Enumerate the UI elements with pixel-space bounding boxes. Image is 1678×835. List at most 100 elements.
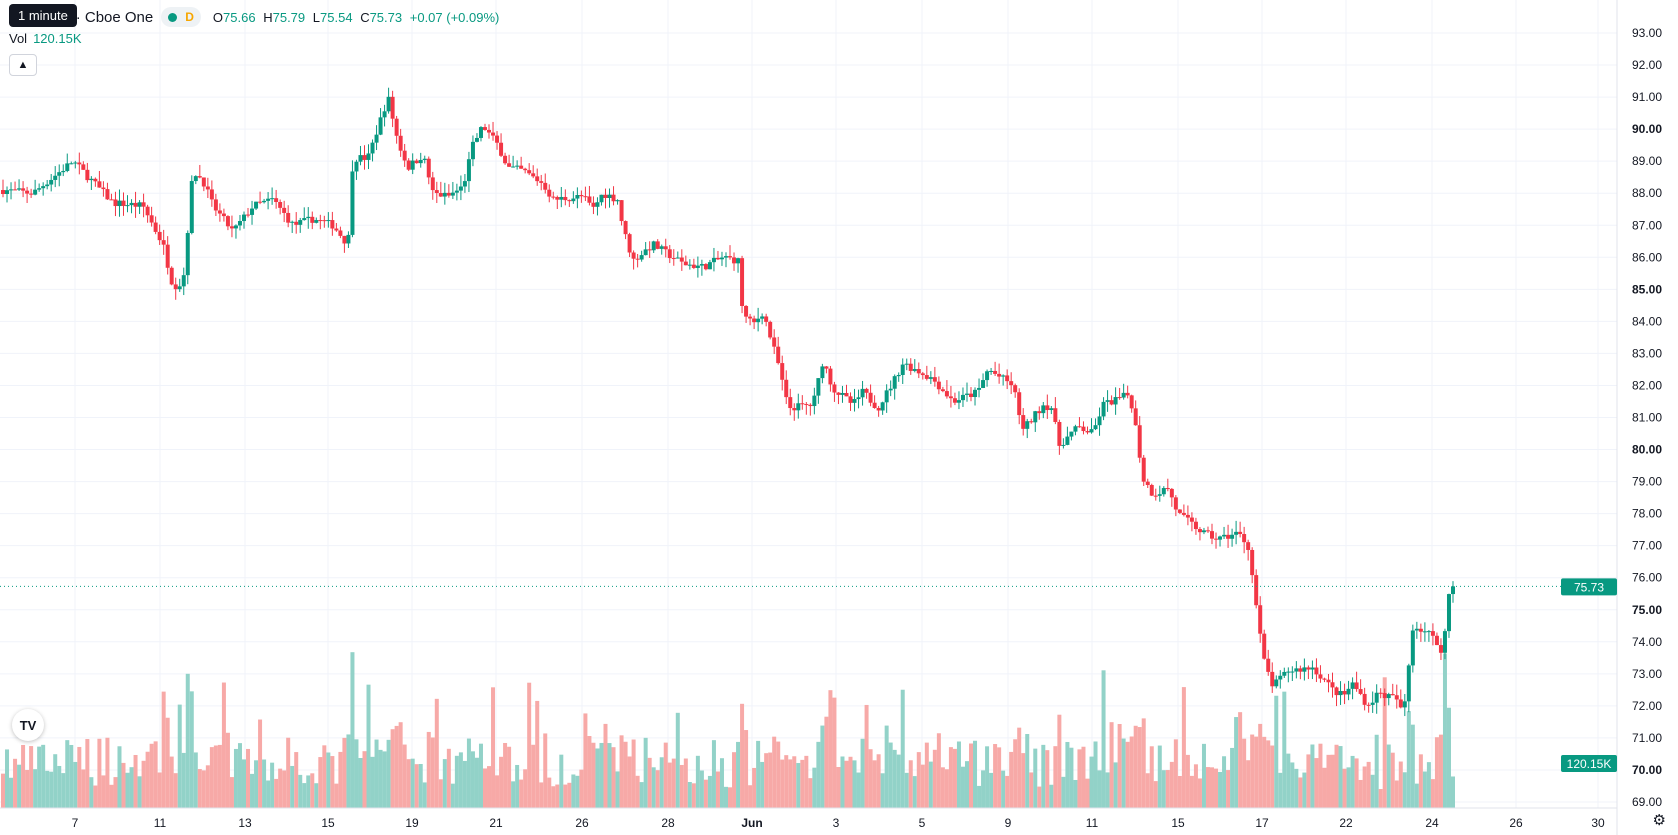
- volume-bar: [1065, 741, 1070, 808]
- candle-body: [1061, 444, 1066, 446]
- candle-body: [744, 305, 749, 317]
- volume-bar: [250, 773, 255, 808]
- volume-bar: [153, 741, 158, 808]
- collapse-legend-button[interactable]: ▲: [9, 54, 37, 76]
- candle-body: [1073, 426, 1078, 432]
- price-axis[interactable]: 93.00 92.00 91.00 90.00 89.00 88.00 87.00 86.00…: [1632, 26, 1662, 809]
- volume-bar: [402, 744, 407, 808]
- candle-body: [667, 249, 672, 259]
- candle-body: [241, 214, 246, 222]
- candle-body: [756, 318, 761, 323]
- volume-bar: [1210, 767, 1215, 808]
- volume-bar: [776, 741, 781, 808]
- candle-body: [900, 364, 905, 375]
- time-tick-label: 13: [238, 816, 252, 830]
- candle-body: [133, 202, 138, 207]
- volume-bar: [627, 756, 632, 808]
- volume-bar: [531, 744, 536, 808]
- candle-body: [1226, 534, 1231, 539]
- candle-body: [711, 257, 716, 263]
- candle-body: [290, 221, 295, 223]
- volume-bar: [764, 753, 769, 808]
- candle-body: [499, 142, 504, 156]
- volume-bar: [788, 759, 793, 808]
- time-tick-label: 9: [1005, 816, 1012, 830]
- candle-body: [1318, 674, 1323, 679]
- volume-bar: [326, 752, 331, 808]
- candle-body: [462, 181, 467, 187]
- candle-body: [258, 201, 263, 203]
- candle-body: [595, 202, 600, 207]
- volume-bar: [703, 779, 708, 808]
- volume-bar: [45, 770, 50, 808]
- volume-bar: [1085, 778, 1090, 808]
- volume-bar: [1310, 744, 1315, 808]
- volume-bar: [1133, 725, 1138, 808]
- volume-bar: [772, 736, 777, 808]
- candle-body: [1129, 395, 1134, 409]
- candle-body: [832, 384, 837, 393]
- volume-bar: [113, 777, 118, 808]
- status-pill[interactable]: D: [161, 7, 201, 27]
- candle-body: [161, 240, 166, 245]
- candle-body: [571, 198, 576, 202]
- volume-bar: [422, 782, 427, 808]
- candle-body: [824, 366, 829, 369]
- volume-bar: [699, 770, 704, 808]
- volume-bar: [278, 768, 283, 808]
- volume-bar: [454, 755, 459, 808]
- volume-bar: [711, 740, 716, 808]
- volume-bar: [944, 769, 949, 808]
- time-tick-label: 15: [1171, 816, 1185, 830]
- candle-body: [1197, 529, 1202, 533]
- price-tick-label: 84.00: [1632, 314, 1662, 328]
- time-tick-label: 28: [661, 816, 675, 830]
- candle-body: [752, 318, 757, 323]
- volume-bar: [868, 749, 873, 808]
- candle-body: [1362, 693, 1367, 705]
- price-tick-label: 77.00: [1632, 539, 1662, 553]
- candle-body: [65, 163, 70, 171]
- volume-bar: [816, 741, 821, 808]
- candle-body: [1306, 667, 1311, 670]
- volume-bar: [1334, 744, 1339, 808]
- candle-body: [386, 96, 391, 112]
- candle-body: [169, 267, 174, 285]
- candle-body: [1246, 542, 1251, 550]
- volume-bar: [744, 730, 749, 808]
- volume-bar: [157, 772, 162, 808]
- volume-bar: [370, 756, 375, 808]
- candle-body: [1230, 534, 1235, 539]
- gear-icon[interactable]: ⚙: [1652, 812, 1666, 829]
- candle-body: [1314, 667, 1319, 675]
- volume-bar: [1177, 775, 1182, 808]
- volume-bar: [1173, 739, 1178, 808]
- candle-body: [85, 169, 90, 181]
- volume-bar: [1005, 775, 1010, 808]
- candle-body: [217, 210, 222, 214]
- volume-bars: [1, 652, 1455, 808]
- volume-bar: [1157, 745, 1162, 808]
- candle-body: [262, 200, 267, 203]
- tradingview-logo[interactable]: TV: [12, 709, 44, 741]
- candle-body: [1085, 431, 1090, 433]
- volume-bar: [229, 777, 234, 808]
- candle-body: [197, 176, 202, 178]
- volume-bar: [482, 768, 487, 808]
- volume-bar: [993, 744, 998, 808]
- volume-bar: [322, 745, 327, 808]
- volume-bar: [149, 743, 154, 808]
- volume-bar: [1205, 767, 1210, 808]
- candle-body: [784, 379, 789, 398]
- candle-body: [478, 127, 483, 138]
- grid-lines: [0, 0, 1617, 808]
- volume-bar: [133, 754, 138, 808]
- volume-bar: [852, 760, 857, 808]
- candle-body: [1378, 692, 1383, 694]
- time-axis[interactable]: 7 11 13 15 19 21 26 28 Jun 3 5 9 11 15 17 22 24 26 30: [72, 816, 1605, 830]
- candle-body: [286, 212, 291, 223]
- candle-body: [1101, 401, 1106, 417]
- candle-body: [876, 407, 881, 411]
- volume-bar: [655, 770, 660, 808]
